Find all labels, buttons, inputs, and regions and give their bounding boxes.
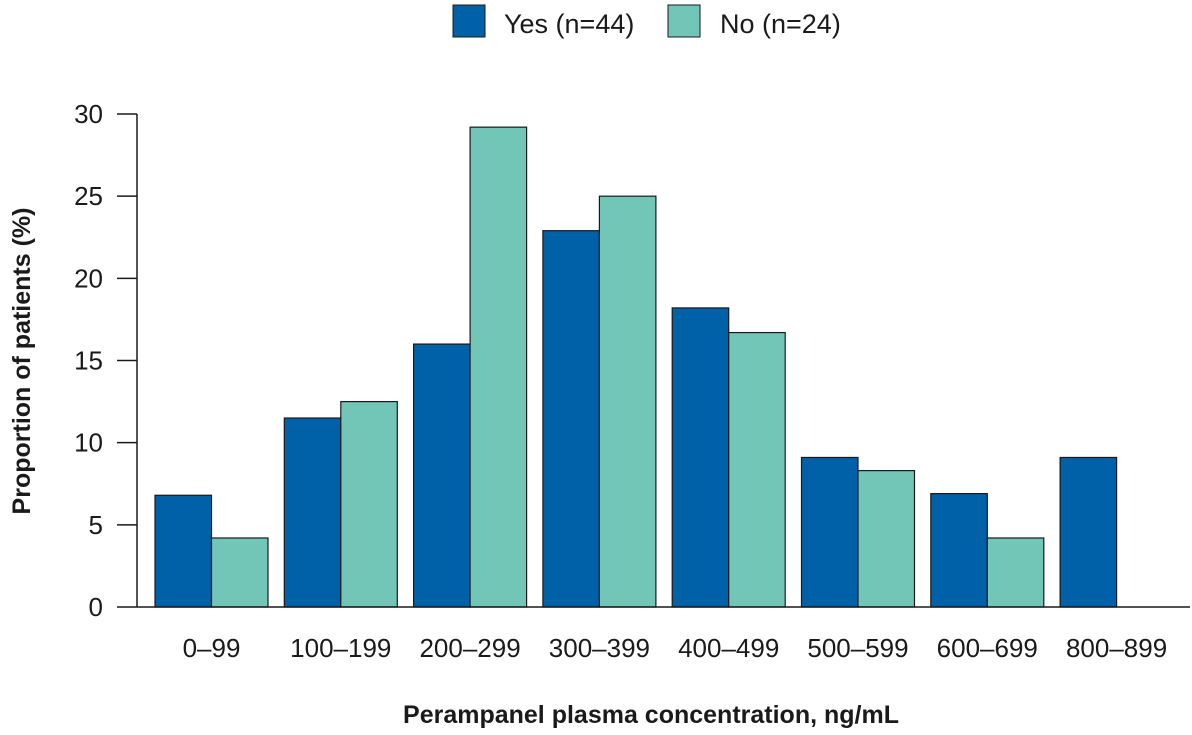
bar-no-1: [340, 400, 398, 608]
y-tick-label: 0: [89, 592, 103, 622]
legend-label-yes: Yes (n=44): [504, 9, 634, 39]
y-tick-label: 30: [74, 99, 103, 129]
bar-no-5: [857, 470, 916, 608]
x-tick-label: 200–299: [419, 633, 520, 663]
x-axis-title: Perampanel plasma concentration, ng/mL: [403, 701, 899, 729]
bar-yes-2: [413, 343, 471, 608]
y-tick-label: 15: [74, 346, 103, 376]
y-tick-label: 10: [74, 428, 103, 458]
x-tick-label: 300–399: [549, 633, 650, 663]
x-tick-label: 100–199: [290, 633, 391, 663]
bar-yes-5: [800, 456, 859, 608]
bar-no-0: [210, 537, 269, 608]
legend-swatch-no: [667, 4, 701, 38]
legend: Yes (n=44) No (n=24): [452, 4, 841, 39]
legend-label-no: No (n=24): [720, 9, 841, 39]
y-tick-label: 25: [74, 181, 103, 211]
x-tick-label: 0–99: [183, 633, 241, 663]
bar-no-4: [728, 331, 786, 608]
bar-yes-7: [1059, 456, 1118, 608]
bar-no-2: [469, 126, 528, 608]
x-tick-label: 400–499: [678, 633, 779, 663]
bar-yes-3: [542, 230, 601, 608]
y-tick-label: 20: [74, 263, 103, 293]
bar-no-3: [598, 195, 657, 608]
bar-yes-6: [930, 493, 988, 608]
x-tick-label: 600–699: [937, 633, 1038, 663]
bar-no-6: [986, 537, 1045, 608]
bar-yes-0: [154, 494, 213, 608]
x-tick-label: 500–599: [807, 633, 908, 663]
bar-yes-4: [671, 307, 730, 608]
y-tick-label: 5: [89, 510, 103, 540]
legend-swatch-yes: [452, 4, 486, 38]
axes-layer: 0 5 10 15 20 25 30: [74, 99, 1190, 622]
x-tick-label: 800–899: [1066, 633, 1167, 663]
bars-layer: 0–99 100–199 200–299 300–399 400–499 500–599 6…: [154, 126, 1167, 663]
y-axis-title: Proportion of patients (%): [8, 208, 36, 515]
bar-yes-1: [283, 417, 342, 608]
